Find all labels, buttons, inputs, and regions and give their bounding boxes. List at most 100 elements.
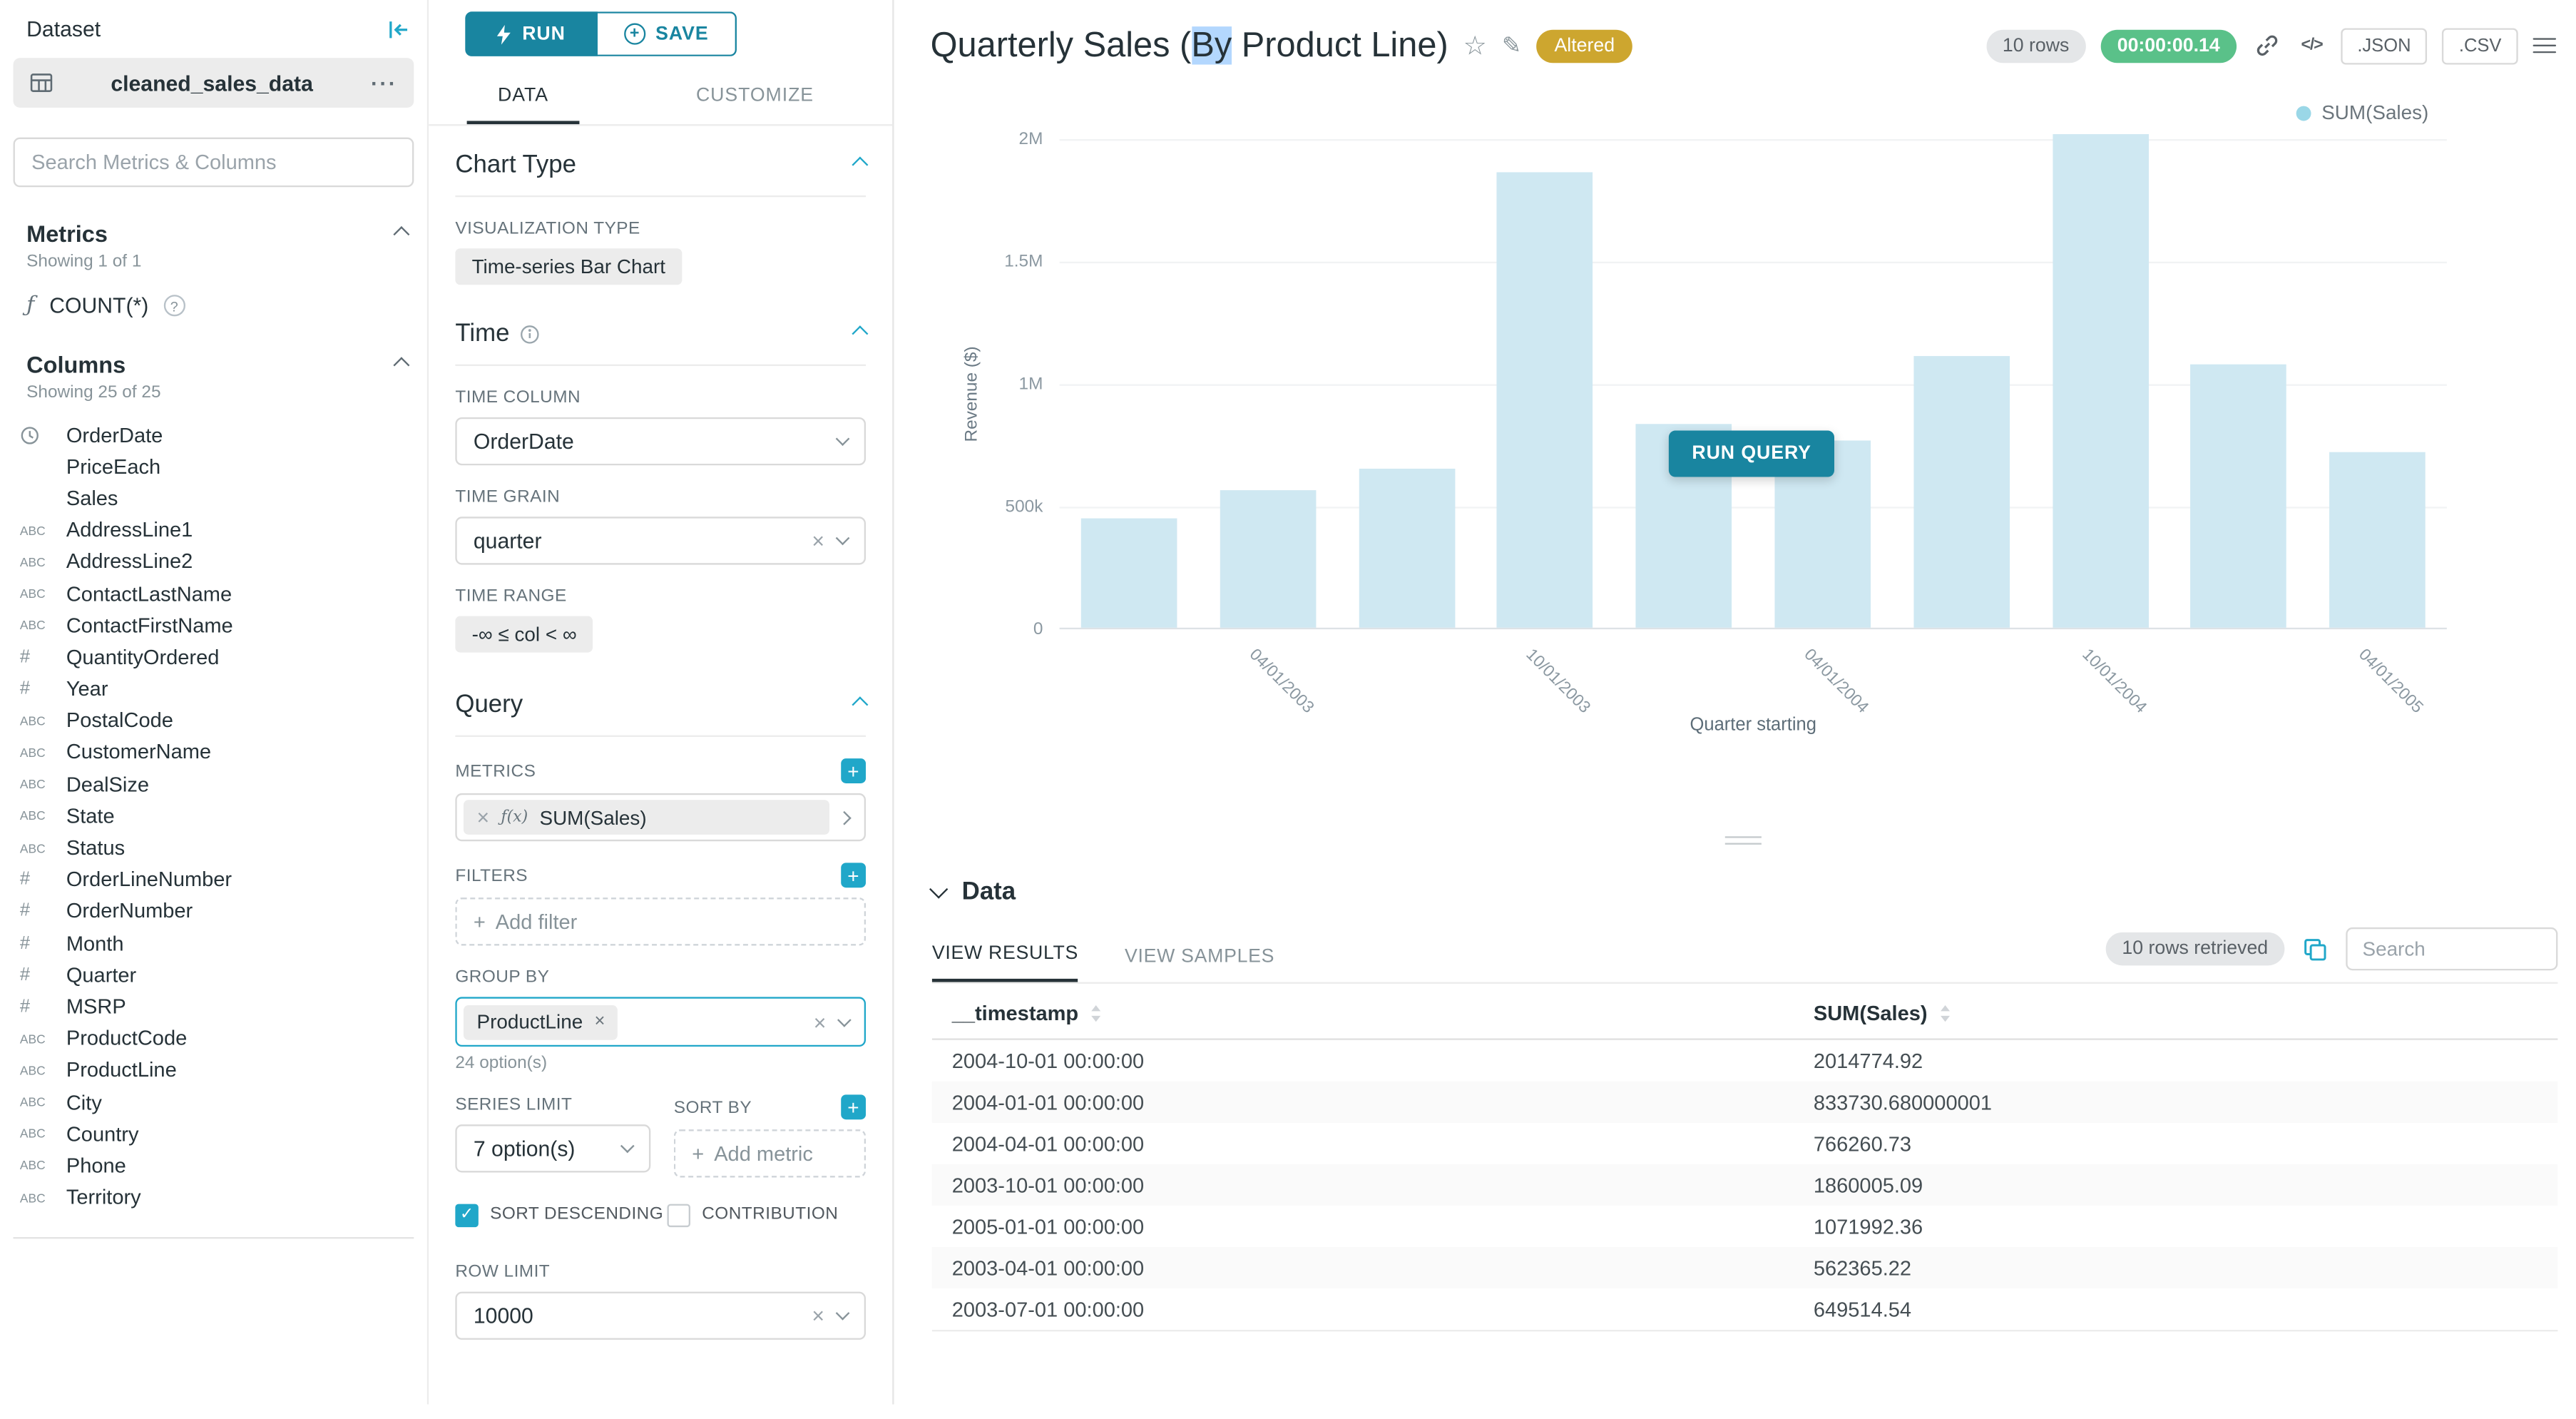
table-row[interactable]: 2003-04-01 00:00:00 562365.22 — [931, 1246, 2558, 1288]
collapse-panel-icon[interactable] — [387, 19, 410, 39]
embed-code-button[interactable]: </> — [2298, 33, 2326, 58]
menu-icon[interactable] — [2532, 33, 2557, 58]
data-section-toggle[interactable]: Data — [929, 878, 2558, 906]
favorite-star-icon[interactable]: ☆ — [1463, 32, 1487, 61]
row-limit-select[interactable]: 10000 × — [455, 1291, 867, 1340]
query-section-header[interactable]: Query — [455, 666, 869, 735]
metric-item[interactable]: ƒ COUNT(*) ? — [26, 293, 401, 318]
bar[interactable] — [2329, 451, 2426, 628]
column-item[interactable]: ABC City — [14, 1087, 414, 1119]
column-item[interactable]: ABC ContactFirstName — [14, 610, 414, 642]
column-item[interactable]: ABC PostalCode — [14, 705, 414, 737]
add-metric-button[interactable]: + — [841, 758, 867, 783]
visualization-type-value[interactable]: Time-series Bar Chart — [455, 248, 683, 285]
add-filter-dropzone[interactable]: + Add filter — [455, 897, 867, 946]
column-item[interactable]: ABC CustomerName — [14, 737, 414, 769]
bar[interactable] — [1080, 518, 1177, 628]
add-filter-button[interactable]: + — [841, 863, 867, 888]
series-limit-select[interactable]: 7 option(s) — [455, 1124, 651, 1173]
column-header[interactable]: SUM(Sales) — [1794, 992, 2558, 1040]
table-row[interactable]: 2004-01-01 00:00:00 833730.680000001 — [931, 1081, 2558, 1123]
results-search-input[interactable] — [2346, 927, 2558, 971]
export-json-button[interactable]: .JSON — [2341, 27, 2428, 64]
numeric-type-icon: # — [19, 901, 31, 922]
time-section-header[interactable]: Time — [455, 295, 869, 364]
table-row[interactable]: 2004-04-01 00:00:00 766260.73 — [951, 1131, 1912, 1156]
export-csv-button[interactable]: .CSV — [2442, 27, 2518, 64]
column-item[interactable]: # Year — [14, 673, 414, 706]
bar[interactable] — [1358, 468, 1455, 628]
column-item[interactable]: ABC Territory — [14, 1181, 414, 1214]
column-item[interactable]: ABC Country — [14, 1118, 414, 1150]
sort-descending-checkbox[interactable]: ✓ SORT DESCENDING — [455, 1202, 667, 1229]
add-sort-metric-dropzone[interactable]: + Add metric — [673, 1129, 867, 1178]
column-item[interactable]: # QuantityOrdered — [14, 641, 414, 673]
run-button[interactable]: RUN — [465, 11, 598, 56]
altered-badge[interactable]: Altered — [1535, 29, 1633, 63]
column-item[interactable]: # Month — [14, 927, 414, 960]
fx-icon: ƒ(x) — [501, 808, 528, 827]
tab-view-samples[interactable]: VIEW SAMPLES — [1125, 947, 1275, 967]
run-query-button[interactable]: RUN QUERY — [1668, 430, 1835, 477]
remove-metric-icon[interactable]: × — [476, 805, 490, 830]
column-item[interactable]: # MSRP — [14, 991, 414, 1023]
contribution-checkbox[interactable]: CONTRIBUTION — [667, 1202, 838, 1229]
dataset-options-icon[interactable]: ··· — [370, 70, 398, 96]
page-title[interactable]: Quarterly Sales (By Product Line) — [930, 25, 1448, 64]
time-range-value[interactable]: -∞ ≤ col < ∞ — [455, 616, 593, 653]
dataset-selector[interactable]: cleaned_sales_data ··· — [13, 58, 414, 108]
metric-control[interactable]: × ƒ(x) SUM(Sales) — [455, 793, 867, 842]
column-item[interactable]: # Quarter — [14, 959, 414, 991]
tab-customize[interactable]: CUSTOMIZE — [695, 86, 814, 106]
column-item[interactable]: ABC State — [14, 800, 414, 833]
column-item[interactable]: ABC ProductLine — [14, 1054, 414, 1087]
bar[interactable] — [1913, 355, 2010, 628]
checkbox-checked-icon[interactable]: ✓ — [455, 1204, 479, 1228]
time-grain-select[interactable]: quarter × — [455, 517, 867, 565]
column-item[interactable]: ABC Phone — [14, 1150, 414, 1182]
column-item[interactable]: ABC DealSize — [14, 768, 414, 800]
column-item[interactable]: ABC Status — [14, 832, 414, 864]
bar[interactable] — [1497, 171, 1593, 628]
column-item[interactable]: Sales — [14, 482, 414, 514]
group-by-select[interactable]: ProductLine × × — [455, 997, 867, 1047]
column-item[interactable]: ABC ContactLastName — [14, 578, 414, 610]
metrics-section-header[interactable]: Metrics — [26, 220, 410, 247]
table-row[interactable]: 2005-01-01 00:00:00 1071992.36 — [951, 1214, 1923, 1239]
column-item[interactable]: # OrderNumber — [14, 895, 414, 927]
tab-view-results[interactable]: VIEW RESULTS — [931, 932, 1079, 982]
remove-groupby-icon[interactable]: × — [594, 1012, 605, 1032]
tab-data[interactable]: DATA — [466, 73, 580, 125]
column-item[interactable]: ABC AddressLine1 — [14, 514, 414, 546]
clear-icon[interactable]: × — [812, 1303, 825, 1328]
copy-button[interactable] — [2303, 937, 2328, 962]
chart-resize-handle[interactable] — [1724, 836, 1762, 845]
chart-type-section-header[interactable]: Chart Type — [455, 126, 869, 195]
column-item[interactable]: ABC AddressLine2 — [14, 546, 414, 578]
bar[interactable] — [2052, 133, 2148, 628]
column-item[interactable]: OrderDate — [14, 419, 414, 451]
time-column-select[interactable]: OrderDate — [455, 417, 867, 466]
bar[interactable] — [2190, 365, 2287, 628]
checkbox-unchecked-icon[interactable] — [667, 1204, 690, 1228]
metrics-columns-search-input[interactable] — [13, 137, 414, 188]
clear-icon[interactable]: × — [812, 528, 825, 554]
save-button[interactable]: + SAVE — [597, 11, 737, 56]
columns-section-header[interactable]: Columns — [26, 351, 410, 377]
bar[interactable] — [1220, 489, 1316, 628]
table-row[interactable]: 2003-10-01 00:00:00 1860005.09 — [931, 1164, 2558, 1206]
metric-pill[interactable]: × ƒ(x) SUM(Sales) — [463, 800, 829, 835]
column-header[interactable]: __timestamp — [931, 992, 1794, 1040]
column-item[interactable]: PriceEach — [14, 451, 414, 483]
group-by-pill[interactable]: ProductLine × — [463, 1004, 618, 1039]
help-icon[interactable]: ? — [163, 295, 185, 317]
clear-icon[interactable]: × — [813, 1009, 827, 1034]
legend-item[interactable]: SUM(Sales) — [2296, 101, 2428, 124]
share-link-button[interactable] — [2252, 30, 2283, 61]
table-row[interactable]: 2004-10-01 00:00:00 2014774.92 — [951, 1049, 1923, 1073]
add-sort-metric-button[interactable]: + — [841, 1094, 867, 1120]
table-row[interactable]: 2003-07-01 00:00:00 649514.54 — [931, 1288, 2558, 1332]
column-item[interactable]: ABC ProductCode — [14, 1023, 414, 1055]
edit-title-icon[interactable]: ✎ — [1501, 31, 1522, 59]
column-item[interactable]: # OrderLineNumber — [14, 864, 414, 896]
